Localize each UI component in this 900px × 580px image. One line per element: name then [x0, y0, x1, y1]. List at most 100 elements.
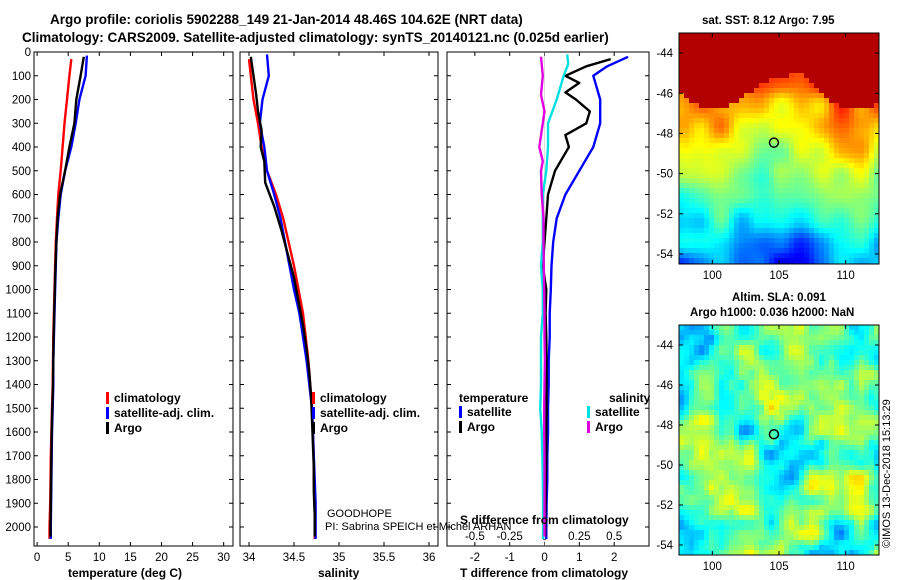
map-cell [859, 73, 864, 78]
map-cell [749, 168, 754, 173]
map-cell [694, 53, 699, 58]
map-cell [749, 410, 754, 415]
map-cell [709, 138, 714, 143]
map-cell [814, 218, 819, 223]
map-cell [754, 113, 759, 118]
map-cell [839, 400, 844, 405]
map-cell [789, 233, 794, 238]
map-cell [869, 395, 874, 400]
map-cell [814, 495, 819, 500]
map-cell [759, 425, 764, 430]
map-cell [709, 168, 714, 173]
map-cell [784, 113, 789, 118]
map-cell [704, 143, 709, 148]
map-cell [834, 415, 839, 420]
map-cell [819, 113, 824, 118]
map-cell [819, 535, 824, 540]
map-cell [684, 248, 689, 253]
map-cell [679, 380, 684, 385]
map-cell [714, 360, 719, 365]
map-cell [804, 370, 809, 375]
map-cell [844, 163, 849, 168]
map-cell [719, 410, 724, 415]
map-cell [754, 325, 759, 330]
map-cell [789, 330, 794, 335]
map-cell [829, 330, 834, 335]
map-cell [809, 495, 814, 500]
map-y-tick-label: -46 [656, 88, 673, 100]
map-cell [869, 490, 874, 495]
map-cell [804, 168, 809, 173]
map-cell [704, 63, 709, 68]
map-cell [829, 178, 834, 183]
map-cell [684, 63, 689, 68]
map-cell [854, 530, 859, 535]
map-cell [834, 218, 839, 223]
map-cell [804, 143, 809, 148]
map-cell [834, 88, 839, 93]
map-cell [709, 525, 714, 530]
map-cell [719, 73, 724, 78]
map-cell [809, 360, 814, 365]
map-cell [799, 545, 804, 550]
map-cell [784, 83, 789, 88]
map-cell [779, 83, 784, 88]
map-cell [759, 450, 764, 455]
map-cell [679, 148, 684, 153]
map-cell [714, 415, 719, 420]
map-cell [794, 193, 799, 198]
map-cell [864, 340, 869, 345]
map-cell [749, 325, 754, 330]
map-cell [814, 545, 819, 550]
map-cell [744, 545, 749, 550]
map-cell [814, 380, 819, 385]
map-cell [789, 138, 794, 143]
map-cell [679, 98, 684, 103]
map-cell [804, 103, 809, 108]
map-cell [764, 345, 769, 350]
map-cell [699, 243, 704, 248]
map-cell [864, 440, 869, 445]
map-cell [749, 83, 754, 88]
map-cell [709, 330, 714, 335]
map-cell [709, 460, 714, 465]
map-cell [734, 183, 739, 188]
map-cell [704, 138, 709, 143]
map-cell [729, 505, 734, 510]
map-cell [814, 58, 819, 63]
map-cell [699, 68, 704, 73]
map-cell [754, 68, 759, 73]
map-cell [834, 505, 839, 510]
map-cell [869, 460, 874, 465]
map-cell [864, 43, 869, 48]
map-cell [849, 460, 854, 465]
map-cell [819, 78, 824, 83]
map-cell [734, 450, 739, 455]
map-cell [839, 445, 844, 450]
map-cell [704, 540, 709, 545]
map-cell [749, 520, 754, 525]
map-cell [834, 53, 839, 58]
map-cell [779, 405, 784, 410]
map-cell [844, 360, 849, 365]
map-cell [859, 485, 864, 490]
map-cell [849, 33, 854, 38]
map-cell [679, 485, 684, 490]
map-cell [724, 395, 729, 400]
map-cell [744, 445, 749, 450]
map-cell [719, 58, 724, 63]
map-cell [814, 173, 819, 178]
map-cell [819, 103, 824, 108]
map-cell [849, 410, 854, 415]
map-cell [684, 415, 689, 420]
map-cell [844, 228, 849, 233]
map-cell [859, 58, 864, 63]
map-cell [739, 248, 744, 253]
map-cell [749, 355, 754, 360]
map-cell [704, 168, 709, 173]
map-cell [719, 445, 724, 450]
map-cell [864, 375, 869, 380]
map-cell [794, 360, 799, 365]
map-cell [699, 223, 704, 228]
map-cell [809, 233, 814, 238]
